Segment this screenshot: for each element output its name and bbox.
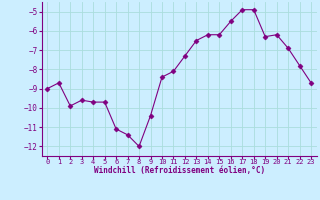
X-axis label: Windchill (Refroidissement éolien,°C): Windchill (Refroidissement éolien,°C) [94,166,265,175]
